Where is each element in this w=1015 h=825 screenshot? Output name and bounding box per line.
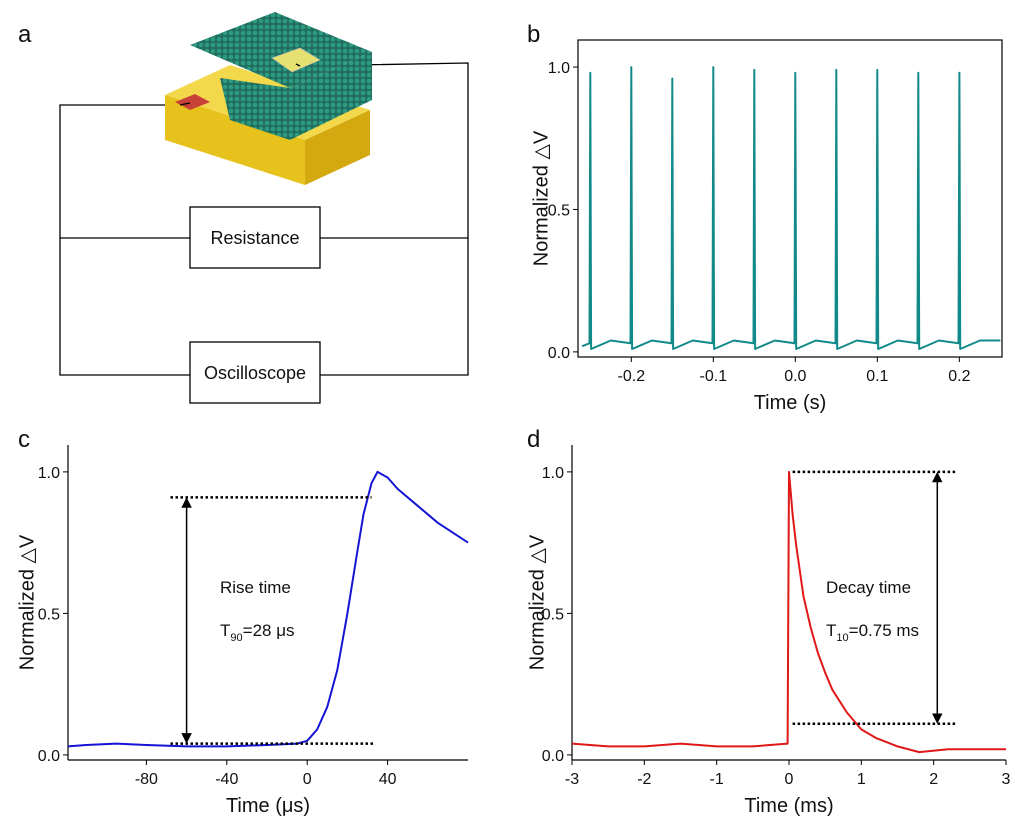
y-axis-label: Normalized △V: [16, 534, 38, 670]
box-label: Resistance: [210, 228, 299, 248]
x-axis-label: Time (ms): [744, 795, 833, 817]
y-tick-label: 0.0: [548, 345, 570, 362]
x-tick-label: -2: [637, 771, 651, 788]
x-tick-label: -40: [215, 771, 238, 788]
annotation-text: Rise time: [220, 578, 291, 597]
x-axis-label: Time (s): [754, 392, 827, 414]
panel-label: d: [527, 426, 540, 453]
y-tick-label: 0.0: [38, 748, 60, 765]
box: [189, 341, 321, 404]
annotation-text: =0.75 ms: [849, 621, 919, 640]
data-line: [571, 470, 1006, 754]
device: [165, 12, 372, 185]
panel-label: a: [18, 21, 32, 48]
x-tick-label: 0.0: [784, 368, 806, 385]
x-tick-label: 3: [1002, 771, 1011, 788]
y-axis-label: Normalized △V: [530, 130, 552, 266]
x-tick-label: 1: [857, 771, 866, 788]
data-line: [67, 470, 469, 748]
x-tick-label: -1: [710, 771, 724, 788]
x-tick-label: -80: [135, 771, 158, 788]
annotation: Rise time: [220, 578, 291, 597]
box-label: Oscilloscope: [204, 363, 306, 383]
annotation-text: T: [220, 621, 230, 640]
x-tick-label: -3: [565, 771, 579, 788]
y-axis-label: Normalized △V: [526, 534, 548, 670]
y-tick-label: 0.5: [542, 606, 564, 623]
x-tick-label: 0.1: [866, 368, 888, 385]
annotation: Decay time: [826, 578, 911, 597]
y-tick-label: 1.0: [542, 465, 564, 482]
x-tick-label: 2: [929, 771, 938, 788]
y-tick-label: 1.0: [548, 60, 570, 77]
annotation-text: Decay time: [826, 578, 911, 597]
box: [189, 206, 321, 269]
annotation: T10=0.75 ms: [826, 621, 919, 644]
panel-label: c: [18, 426, 30, 453]
annotation-subscript: 10: [836, 632, 848, 644]
x-tick-label: -0.1: [700, 368, 728, 385]
x-axis-label: Time (μs): [226, 795, 310, 817]
annotation-subscript: 90: [230, 632, 242, 644]
y-tick-label: 0.5: [548, 202, 570, 219]
plot-frame: [577, 39, 1003, 358]
x-tick-label: 0: [303, 771, 312, 788]
annotation: T90=28 μs: [220, 621, 295, 644]
data-line: [581, 66, 1001, 350]
y-tick-label: 0.0: [542, 748, 564, 765]
panel-label: b: [527, 21, 540, 48]
y-tick-label: 0.5: [38, 606, 60, 623]
y-tick-label: 1.0: [38, 465, 60, 482]
annotation-text: =28 μs: [243, 621, 295, 640]
x-tick-label: -0.2: [618, 368, 646, 385]
annotation-text: T: [826, 621, 836, 640]
circuit-diagram: [59, 62, 469, 376]
x-tick-label: 0: [785, 771, 794, 788]
x-tick-label: 40: [379, 771, 397, 788]
x-tick-label: 0.2: [948, 368, 970, 385]
